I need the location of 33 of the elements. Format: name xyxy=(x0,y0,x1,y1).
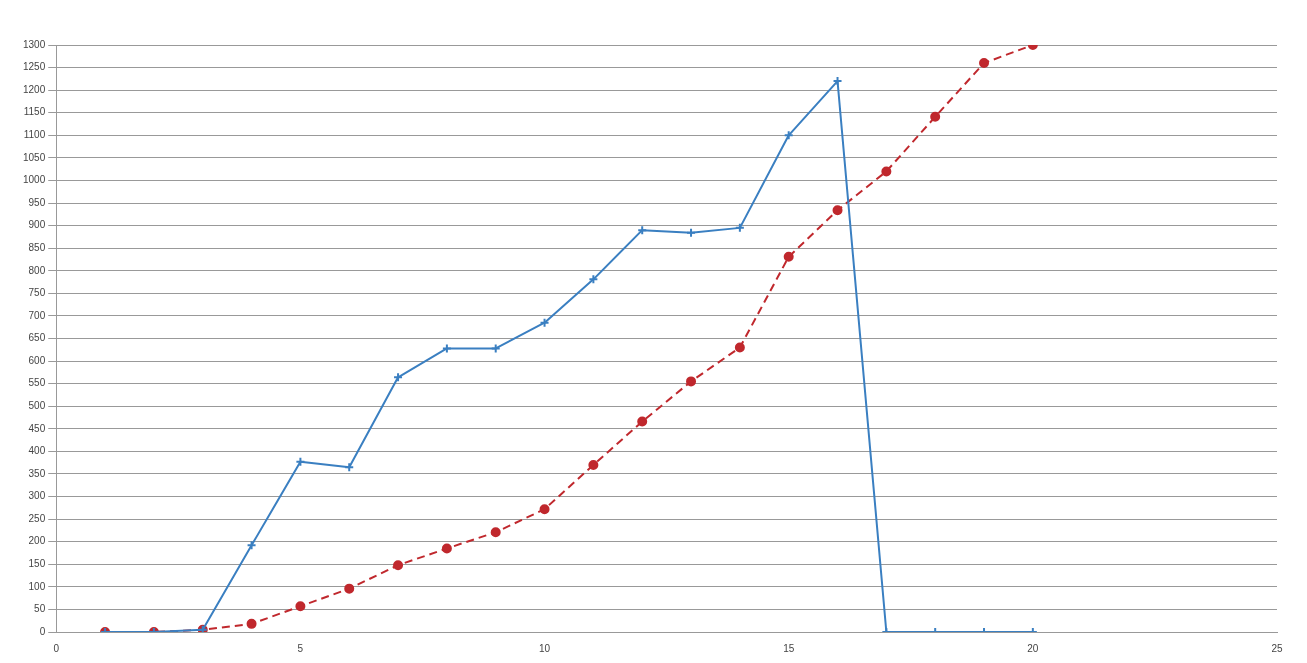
y-tick-label: 550 xyxy=(28,377,46,389)
y-tick-label: 1050 xyxy=(23,151,46,163)
x-tick-label: 15 xyxy=(783,642,795,654)
y-tick-label: 950 xyxy=(28,196,46,208)
y-tick-label: 1200 xyxy=(23,83,46,95)
x-tick-label: 25 xyxy=(1271,642,1283,654)
y-tick-label: 800 xyxy=(28,264,46,276)
y-tick-label: 1300 xyxy=(23,38,46,50)
y-tick-label: 850 xyxy=(28,241,46,253)
x-tick-label: 0 xyxy=(53,642,60,654)
y-tick-label: 100 xyxy=(28,580,46,592)
y-tick-label: 200 xyxy=(28,535,46,547)
y-tick-label: 350 xyxy=(28,467,46,479)
y-tick-label: 600 xyxy=(28,354,46,366)
y-tick-label: 400 xyxy=(28,445,46,457)
y-tick-label: 300 xyxy=(28,490,46,502)
y-tick-label: 1100 xyxy=(23,129,46,141)
y-tick-label: 1250 xyxy=(23,61,46,73)
y-tick-label: 500 xyxy=(28,399,46,411)
x-tick-label: 5 xyxy=(297,642,304,654)
x-tick-label: 20 xyxy=(1027,642,1039,654)
y-tick-label: 750 xyxy=(28,287,46,299)
y-tick-label: 900 xyxy=(28,219,46,231)
y-tick-label: 250 xyxy=(28,512,46,524)
x-tick-label: 10 xyxy=(538,642,551,654)
y-tick-label: 650 xyxy=(28,332,46,344)
y-tick-label: 150 xyxy=(28,558,46,570)
y-tick-label: 700 xyxy=(28,309,46,321)
y-tick-label: 450 xyxy=(28,422,46,434)
y-tick-label: 1000 xyxy=(23,174,46,186)
y-tick-label: 0 xyxy=(39,625,46,637)
y-tick-label: 1150 xyxy=(23,106,46,118)
y-tick-label: 50 xyxy=(34,603,46,615)
